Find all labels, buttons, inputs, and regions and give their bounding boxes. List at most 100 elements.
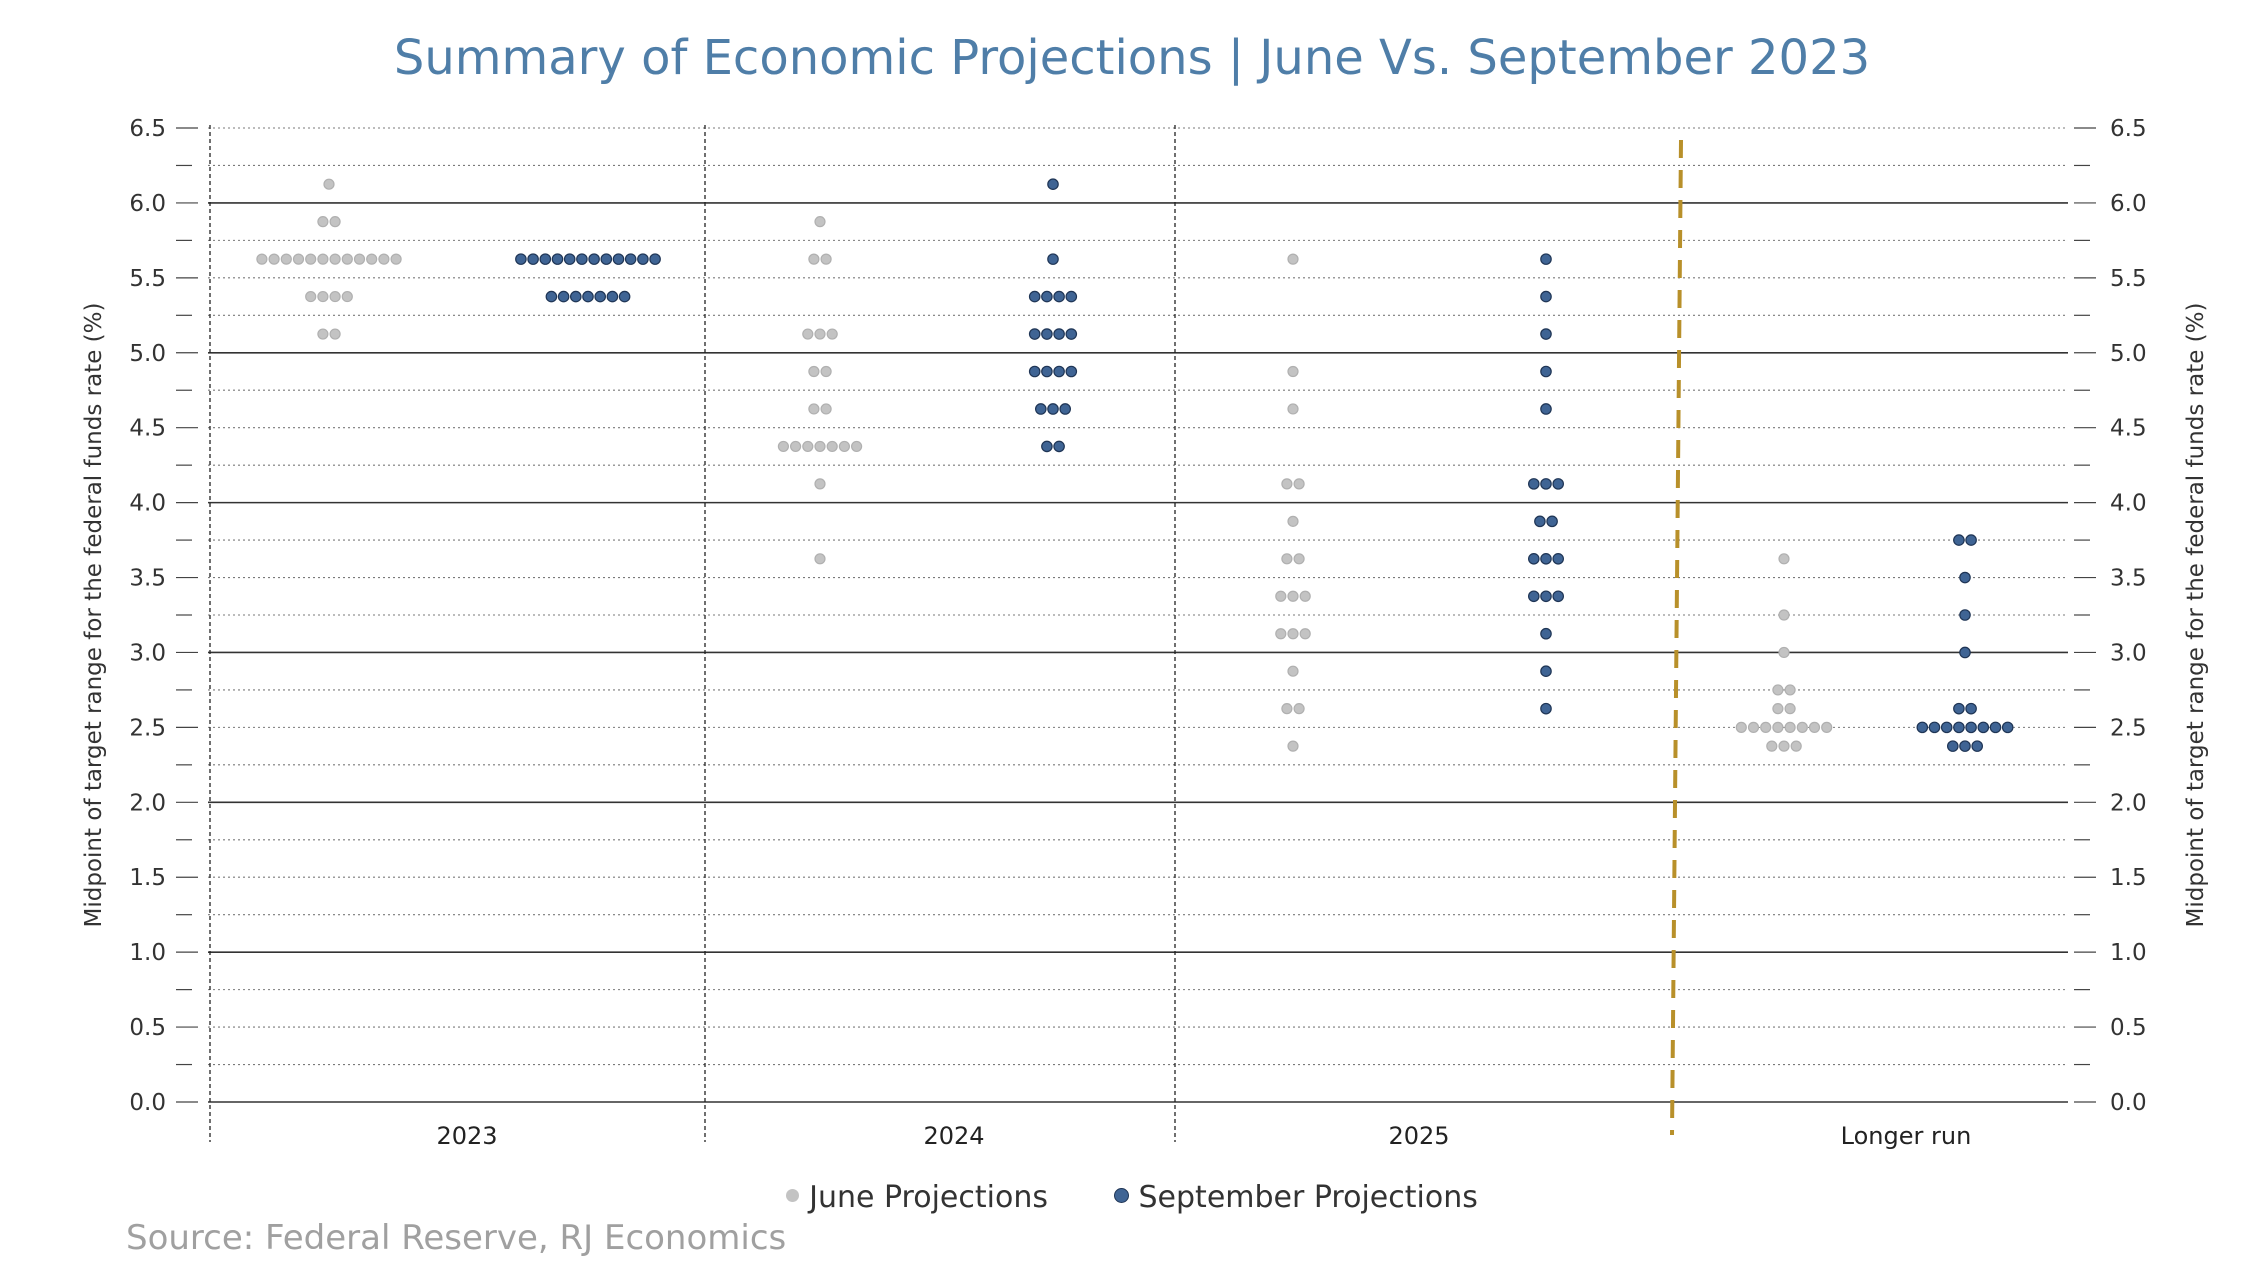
september-projection-dot [1059,403,1071,415]
september-projection-dot [1540,478,1552,490]
june-projection-dot [305,290,317,303]
legend-item-september: September Projections [1113,1180,1478,1215]
y-axis-title-right: Midpoint of target range for the federal… [2183,303,2209,928]
legend-swatch-september [1113,1188,1129,1203]
legend-item-june: June Projections [786,1180,1048,1215]
september-projection-dot [1028,328,1041,340]
june-projection-dot [390,253,402,265]
june-projection-dot [1784,684,1796,696]
june-projection-dot [1784,703,1796,715]
september-projection-dot [1053,440,1065,453]
september-projection-dot [569,290,582,303]
y-tick-label-right: 5.0 [2110,341,2147,367]
june-projection-dot [329,290,341,303]
june-projection-dot [1287,515,1299,527]
june-projection-dot [1287,628,1299,640]
june-projection-dot [1790,740,1802,752]
june-projection-dot [1281,553,1293,565]
june-projection-dot [1287,740,1299,752]
september-projection-dot [1053,365,1065,378]
june-projection-dot [323,178,335,190]
september-projection-dot [594,290,606,303]
september-projection-dot [588,253,600,265]
june-projection-dot [256,253,268,265]
september-projection-dot [1028,365,1041,378]
september-projection-dot [1953,534,1965,546]
september-projection-dot [1540,328,1552,340]
june-projection-dot [838,440,851,453]
september-projection-dot [1047,253,1059,265]
september-projection-dot [1540,627,1552,640]
september-projection-dot [1959,646,1971,659]
june-projection-dot [820,253,832,265]
september-projection-dot [1540,365,1552,378]
september-projection-dot [539,253,552,265]
september-projection-dot [576,253,588,265]
june-projection-dot [802,440,814,453]
june-projection-dot [1778,553,1790,565]
y-tick-label-left: 1.0 [129,940,166,966]
june-projection-dot [1299,590,1311,602]
september-projection-dot [1528,478,1540,490]
longer-run-divider [1670,139,1683,1136]
september-projection-dot [1540,553,1552,565]
june-projection-dot [1281,478,1293,490]
september-projection-dot [649,253,661,265]
june-projection-dot [317,216,329,228]
june-projection-dot [789,440,802,453]
june-projection-dot [820,403,832,415]
june-projection-dot [341,253,353,265]
june-projection-dot [802,328,814,340]
y-tick-label-right: 0.0 [2110,1090,2147,1116]
june-projection-dot [820,365,832,378]
september-projection-dot [1959,740,1971,752]
september-projection-dot [1940,721,1953,734]
september-projection-dot [1965,721,1977,734]
june-projection-dot [1778,609,1790,621]
june-projection-dot [1772,703,1784,715]
september-projection-dot [1053,290,1065,303]
y-tick-label-left: 1.5 [129,865,166,891]
june-projection-dot [1287,365,1299,378]
september-projection-dot [1528,553,1540,565]
june-projection-dot [814,553,826,565]
june-projection-dot [1293,553,1305,565]
june-projection-dot [826,440,838,453]
september-projection-dot [1971,740,1983,752]
september-projection-dot [515,253,527,265]
june-projection-dot [1281,703,1293,715]
september-projection-dot [1041,290,1053,303]
september-projection-dot [582,290,594,303]
september-projection-dot [624,253,637,265]
september-projection-dot [1540,290,1552,303]
september-projection-dot [1534,515,1546,528]
june-projection-dot [366,253,378,265]
september-projection-dot [1065,290,1078,303]
y-tick-label-right: 2.5 [2110,715,2147,741]
june-projection-dot [1778,646,1790,659]
y-tick-label-left: 5.5 [129,266,166,292]
june-projection-dot [305,253,317,265]
category-label: Longer run [1841,1122,1972,1150]
y-tick-label-left: 4.5 [129,416,166,442]
june-projection-dot [1784,721,1796,733]
september-projection-dot [1959,609,1971,621]
september-projection-dot [1035,403,1047,415]
september-projection-dot [1528,590,1540,603]
june-projection-dot [1772,684,1784,696]
y-tick-label-right: 1.5 [2110,865,2147,891]
september-projection-dot [1540,665,1552,677]
september-projection-dot [557,290,570,303]
september-projection-dot [1540,403,1552,415]
june-projection-dot [1293,703,1305,715]
september-projection-dot [1965,534,1977,546]
june-projection-dot [850,440,863,453]
september-projection-dot [1916,721,1929,734]
june-projection-dot [292,253,305,265]
june-projection-dot [268,253,280,265]
september-projection-dot [1947,740,1959,752]
september-projection-dot [1965,702,1977,715]
legend-label-september: September Projections [1138,1180,1478,1215]
september-projection-dot [1041,328,1053,340]
